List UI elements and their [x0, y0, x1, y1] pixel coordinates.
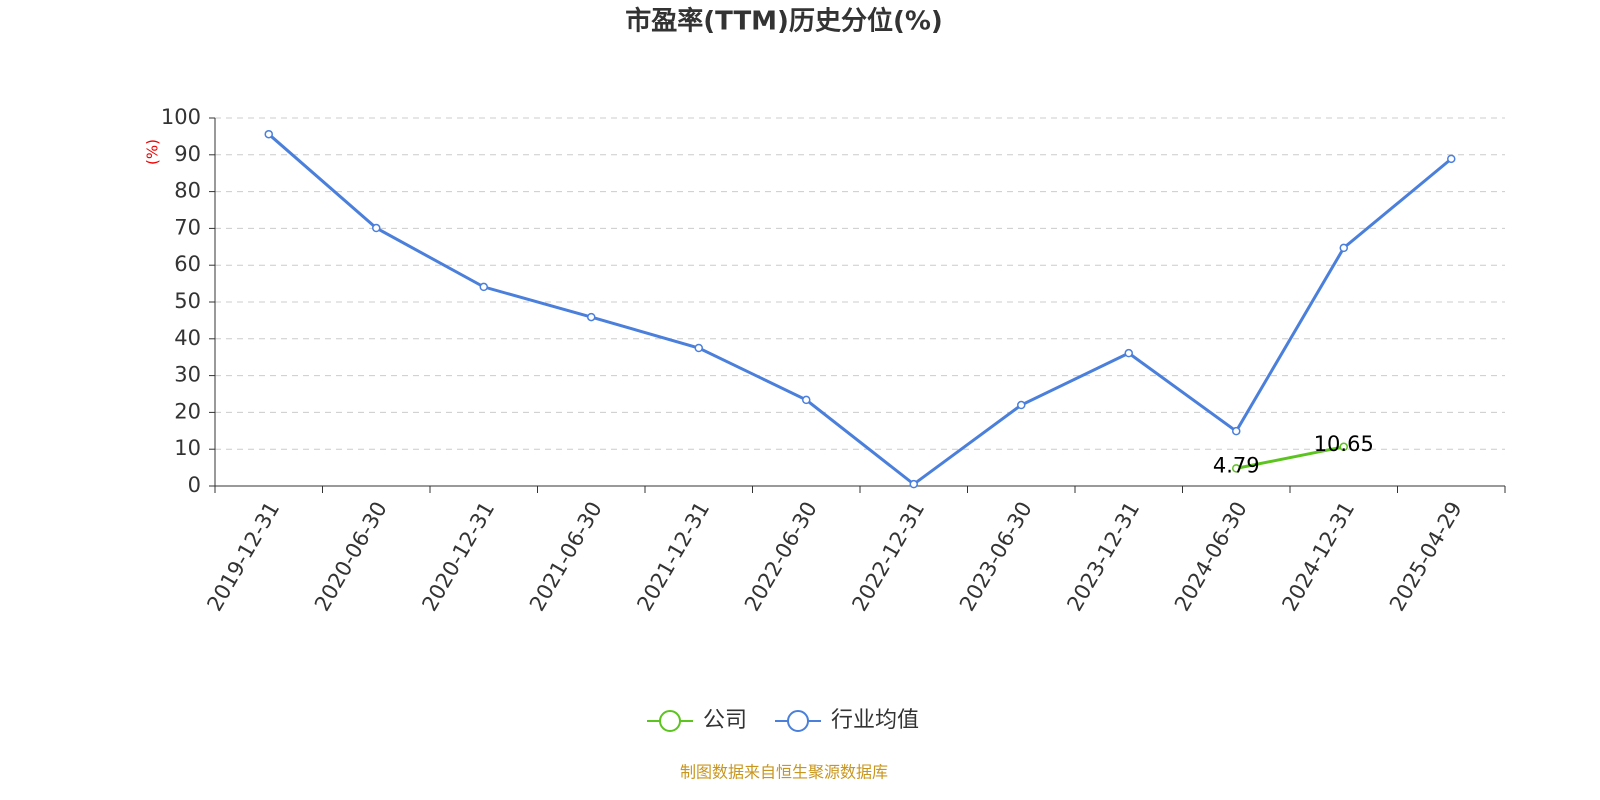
x-tick-label: 2022-12-31 [847, 498, 929, 616]
data-point [1124, 348, 1133, 358]
x-tick-label: 2019-12-31 [202, 498, 284, 616]
series-line [267, 133, 1453, 487]
data-point [264, 129, 273, 139]
series-line [1235, 445, 1345, 470]
legend-marker [787, 710, 810, 732]
x-tick-label: 2022-06-30 [740, 498, 822, 616]
data-point [1339, 442, 1348, 452]
x-tick-label: 2024-12-31 [1277, 498, 1359, 616]
data-label: 4.79 [1213, 453, 1260, 477]
data-point [479, 282, 488, 292]
y-tick-label: 90 [174, 142, 201, 166]
y-tick-label: 50 [174, 289, 201, 313]
data-point [694, 343, 703, 353]
data-point [1339, 243, 1348, 253]
chart-title: 市盈率(TTM)历史分位(%) [625, 6, 943, 37]
y-tick-label: 10 [174, 436, 201, 460]
legend-marker [659, 710, 681, 732]
legend-label: 行业均值 [831, 708, 919, 733]
y-tick-label: 40 [174, 326, 201, 350]
y-tick-label: 80 [174, 179, 201, 203]
y-tick-label: 30 [174, 363, 201, 387]
data-label: 10.65 [1314, 432, 1374, 456]
y-tick-label: 0 [188, 473, 201, 497]
data-point [1232, 464, 1241, 473]
data-point [1232, 426, 1241, 436]
data-point [587, 312, 596, 322]
x-tick-label: 2021-06-30 [525, 498, 607, 616]
y-tick-label: 20 [174, 399, 201, 423]
x-tick-label: 2023-12-31 [1062, 498, 1144, 616]
data-point [1017, 400, 1026, 410]
x-tick-label: 2021-12-31 [632, 498, 714, 616]
legend-label: 公司 [703, 708, 747, 733]
y-axis-label: (%) [144, 139, 162, 165]
x-tick-label: 2020-06-30 [310, 498, 392, 616]
y-tick-label: 60 [174, 252, 201, 276]
data-point [909, 479, 918, 489]
x-tick-label: 2023-06-30 [955, 498, 1037, 616]
x-tick-label: 2025-04-29 [1385, 498, 1467, 616]
y-tick-label: 100 [161, 105, 201, 129]
x-tick-label: 2020-12-31 [417, 498, 499, 616]
data-point [802, 395, 811, 405]
y-tick-label: 70 [174, 215, 201, 239]
x-tick-label: 2024-06-30 [1170, 498, 1252, 616]
data-point [372, 223, 381, 233]
data-point [1447, 154, 1456, 164]
source-note: 制图数据来自恒生聚源数据库 [680, 763, 888, 782]
